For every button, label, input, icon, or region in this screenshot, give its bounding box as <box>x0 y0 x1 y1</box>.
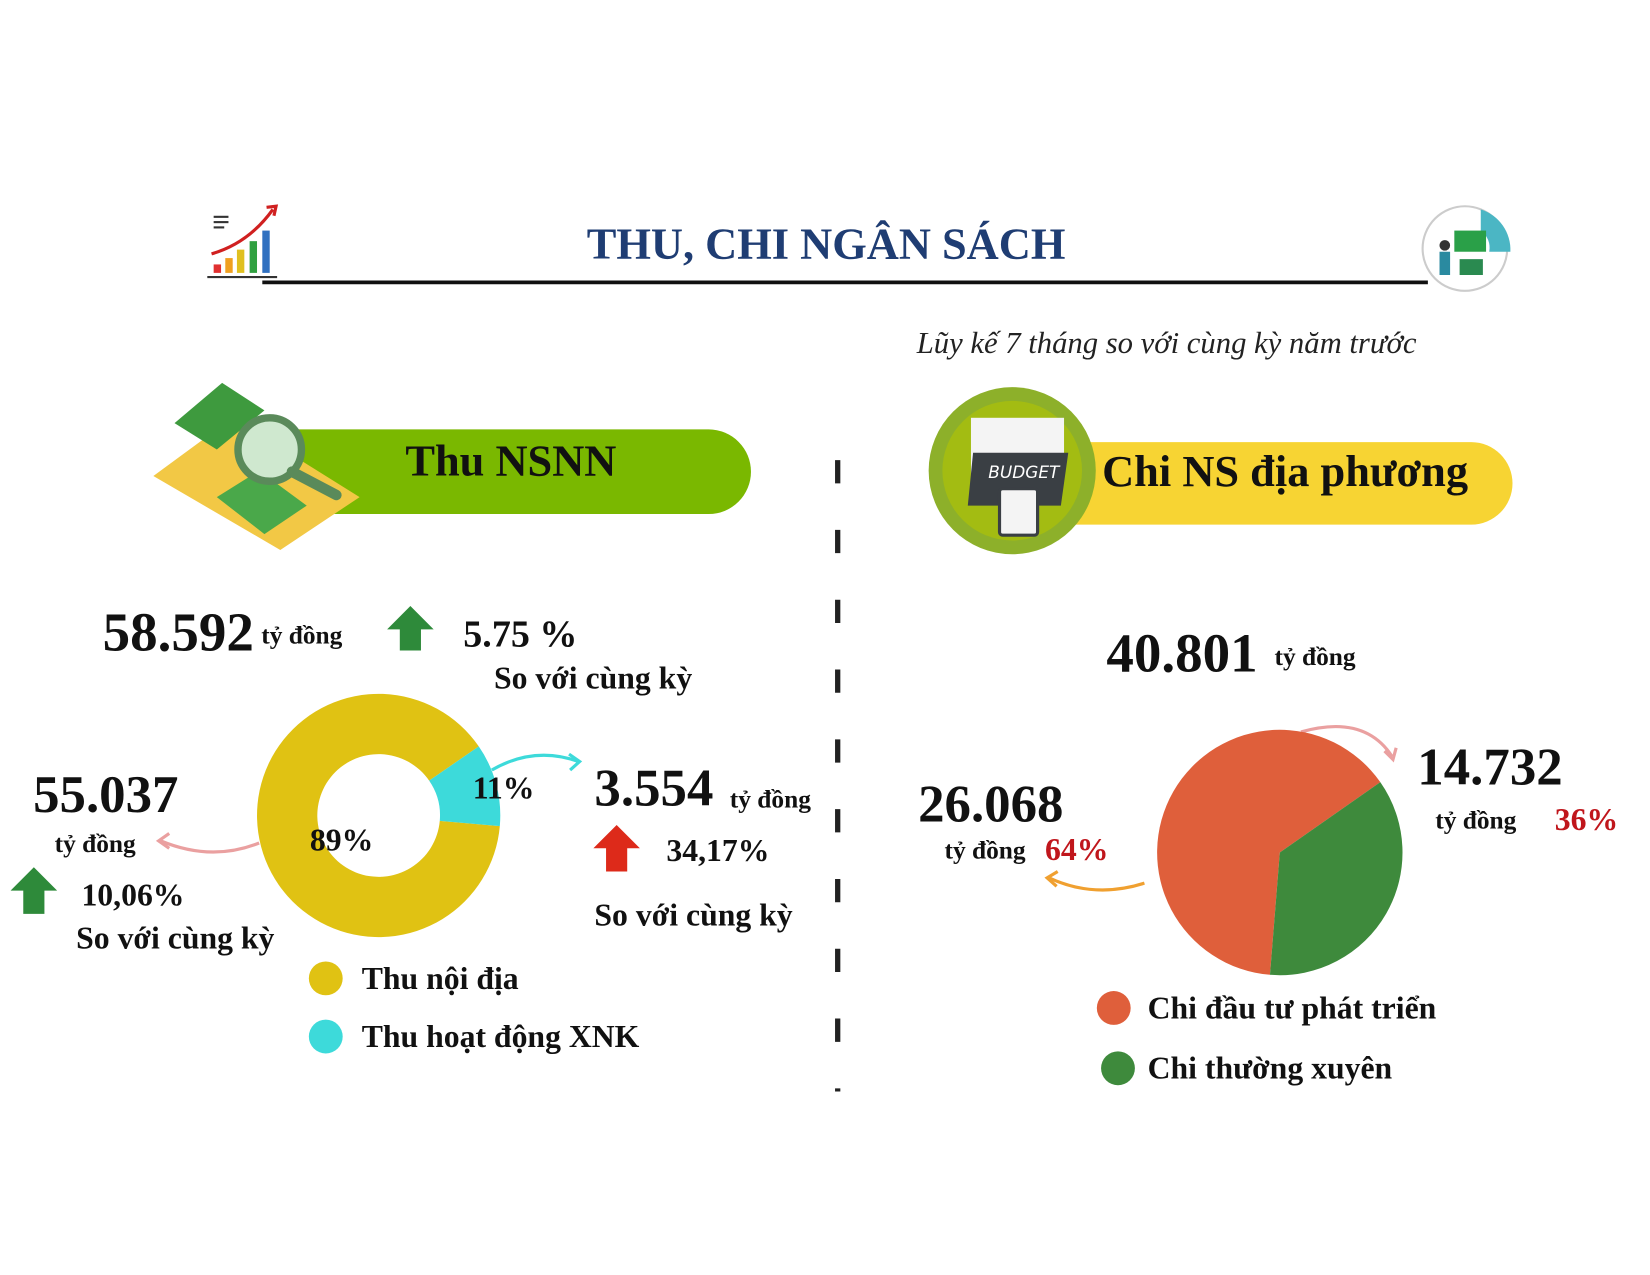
donut-segment <box>257 693 500 938</box>
legend-label: Chi thường xuyên <box>1148 1051 1393 1086</box>
value-label: 89% <box>310 822 373 857</box>
legend-swatch <box>308 961 343 996</box>
budget-icon: BUDGET <box>928 387 1096 555</box>
pie-slice <box>1157 729 1381 975</box>
amount: 55.037 <box>33 766 178 824</box>
legend-swatch <box>1096 991 1131 1025</box>
connector <box>491 753 580 772</box>
value-label: 11% <box>473 770 535 805</box>
unit: tỷ đồng <box>945 836 1026 864</box>
header-icon <box>207 204 279 279</box>
banner-thu-label: Thu NSNN <box>405 436 616 486</box>
legend-label: Chi đầu tư phát triển <box>1148 990 1437 1025</box>
up-arrow <box>387 606 434 651</box>
unit: tỷ đồng <box>730 786 811 814</box>
up-arrow <box>10 867 58 914</box>
unit: tỷ đồng <box>1275 643 1356 671</box>
connector-head <box>568 752 583 772</box>
unit: tỷ đồng <box>261 622 342 650</box>
amount: 26.068 <box>918 775 1063 833</box>
amount: 14.732 <box>1417 738 1562 796</box>
connector-head <box>1044 870 1059 888</box>
amount: 3.554 <box>594 759 713 817</box>
legend-swatch <box>1101 1051 1135 1086</box>
legend-label: Thu nội địa <box>362 961 519 996</box>
change: 34,17% <box>666 833 769 868</box>
value-label: 64% <box>1045 832 1108 867</box>
connector-head <box>1383 747 1398 763</box>
connector <box>1300 725 1394 758</box>
banner-chi <box>1015 442 1513 525</box>
connector-head <box>155 832 171 850</box>
unit: tỷ đồng <box>1435 807 1516 835</box>
up-arrow <box>593 825 640 872</box>
title: THU, CHI NGÂN SÁCH <box>587 219 1066 269</box>
tax-icon <box>153 382 360 551</box>
change: 5.75 % <box>463 614 577 656</box>
banner-chi-label: Chi NS địa phương <box>1102 446 1468 496</box>
total-amount: 58.592 <box>103 601 254 662</box>
compare: So với cùng kỳ <box>594 897 792 932</box>
legend-label: Thu hoạt động XNK <box>362 1019 640 1054</box>
connector <box>160 839 260 854</box>
svg-text:BUDGET: BUDGET <box>988 462 1061 482</box>
total-amount: 40.801 <box>1106 623 1257 684</box>
subtitle: Lũy kế 7 tháng so với cùng kỳ năm trước <box>916 326 1417 360</box>
change: 10,06% <box>81 877 184 912</box>
legend-swatch <box>308 1019 343 1054</box>
banner-thu <box>285 429 751 515</box>
connector <box>1048 876 1145 892</box>
donut-segment <box>429 746 501 827</box>
unit: tỷ đồng <box>55 830 136 858</box>
pie-slice <box>1269 782 1403 976</box>
value-label: 36% <box>1555 802 1618 837</box>
compare: So với cùng kỳ <box>76 921 274 956</box>
header-icon-right <box>1421 205 1511 292</box>
compare: So với cùng kỳ <box>494 660 692 695</box>
